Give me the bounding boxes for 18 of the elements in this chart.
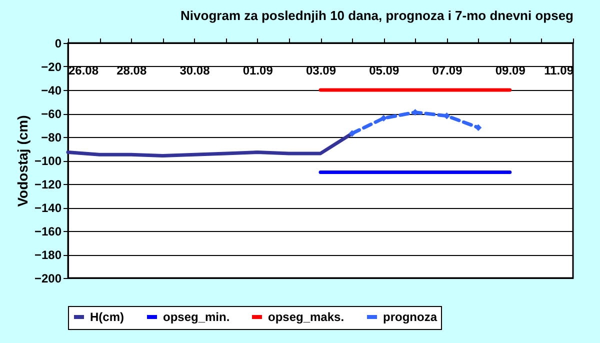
y-tick-label: −60 — [41, 107, 62, 121]
y-tick-label: −20 — [41, 60, 62, 74]
y-tick-label: −120 — [34, 178, 62, 192]
y-tick-label: −80 — [41, 130, 62, 144]
legend-label: opseg_min. — [163, 310, 230, 324]
y-tick-label: −140 — [34, 201, 62, 215]
y-tick-label: 0 — [54, 36, 62, 50]
y-tick-label: −180 — [34, 248, 62, 262]
legend-label: prognoza — [383, 310, 438, 324]
legend-label: H(cm) — [90, 310, 124, 324]
y-axis-title: Vodostaj (cm) — [14, 115, 30, 207]
line-series — [66, 132, 354, 158]
y-tick-label: −40 — [41, 84, 62, 98]
y-tick-label: −100 — [34, 154, 62, 168]
y-tick-label: −200 — [34, 272, 62, 286]
legend-label: opseg_maks. — [268, 310, 344, 324]
y-tick-label: −160 — [34, 224, 62, 238]
chart-title: Nivogram za poslednjih 10 dana, prognoza i 7-mo dnevni opseg — [180, 8, 574, 23]
